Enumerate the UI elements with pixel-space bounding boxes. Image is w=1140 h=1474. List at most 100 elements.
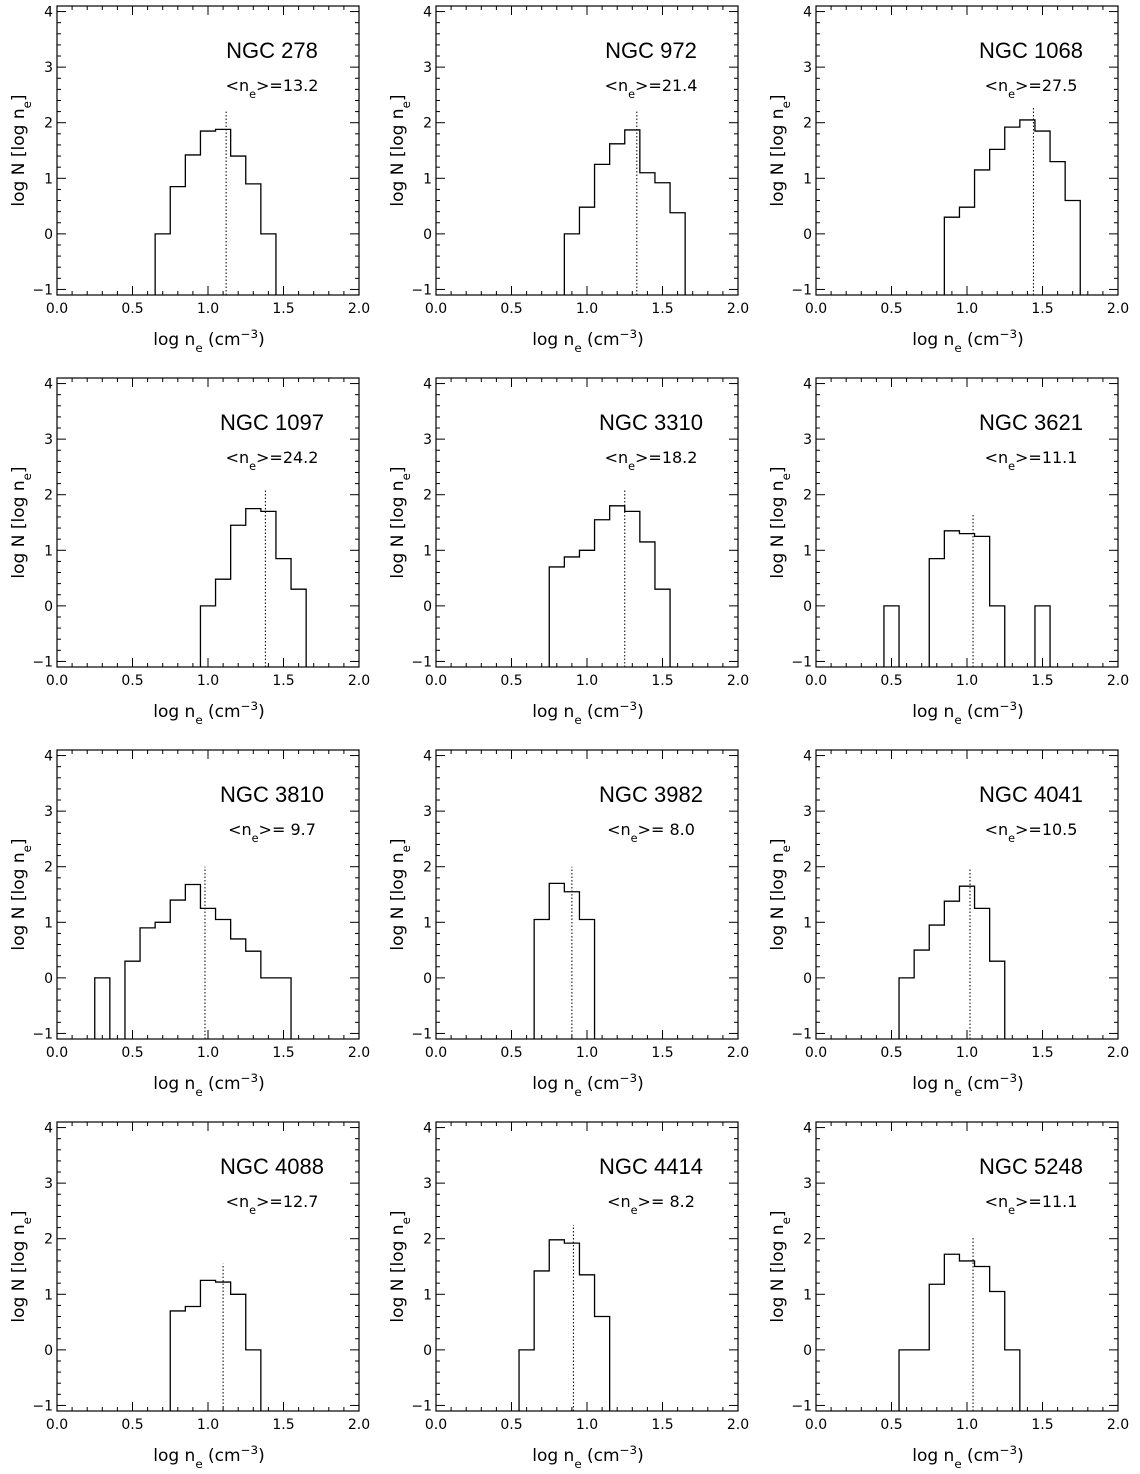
- y-tick-label: 0: [423, 971, 432, 987]
- histogram-bar: [140, 928, 155, 1039]
- y-tick-label: 3: [44, 60, 53, 76]
- x-tick-label: 1.0: [956, 1045, 978, 1061]
- histogram-bar: [595, 164, 610, 295]
- mean-density-label: <ne>=11.1: [985, 1192, 1078, 1217]
- y-tick-label: 3: [44, 432, 53, 448]
- x-axis-label: log ne (cm−3): [912, 327, 1024, 355]
- histogram-panel: 0.0 0.5 1.0 1.5 2.0 −1 0 1 2 3 4 log ne (cm−3) log N…: [768, 1121, 1129, 1471]
- histogram-panel: 0.0 0.5 1.0 1.5 2.0 −1 0 1 2 3 4 log ne (cm−3) log N…: [768, 5, 1129, 355]
- panel-title: NGC 3810: [220, 782, 324, 807]
- y-axis-label: log N [log ne]: [9, 466, 34, 578]
- histogram-outline: [94, 883, 292, 1039]
- x-tick-label: 0.5: [121, 673, 143, 689]
- histogram-bar: [625, 130, 640, 295]
- histogram-bar: [291, 589, 306, 667]
- x-tick-label: 1.0: [576, 1045, 598, 1061]
- y-tick-label: 0: [423, 599, 432, 615]
- x-tick-label: 0.0: [425, 1417, 447, 1433]
- histogram-bar: [564, 234, 579, 295]
- y-tick-label: 4: [44, 1121, 53, 1137]
- histogram-bar: [579, 207, 594, 295]
- histogram-bar: [944, 217, 959, 295]
- histogram-bar: [534, 1271, 549, 1411]
- y-tick-label: −1: [791, 654, 812, 670]
- x-tick-label: 2.0: [348, 1417, 370, 1433]
- histogram-bar: [990, 149, 1005, 295]
- histogram-bar: [95, 978, 110, 1039]
- y-axis-label: log N [log ne]: [768, 466, 793, 578]
- y-tick-label: −1: [791, 282, 812, 298]
- y-tick-label: 4: [803, 1121, 812, 1137]
- y-tick-label: 0: [44, 227, 53, 243]
- x-tick-label: 2.0: [727, 673, 749, 689]
- histogram-bar: [170, 900, 185, 1039]
- histogram-bar: [1020, 120, 1035, 295]
- histogram-bar: [899, 1350, 914, 1411]
- x-tick-label: 1.5: [651, 1045, 673, 1061]
- x-tick-label: 1.5: [651, 1417, 673, 1433]
- histogram-bar: [246, 509, 261, 667]
- y-tick-label: 4: [44, 5, 53, 21]
- histogram-bar: [200, 908, 215, 1039]
- x-axis-label: log ne (cm−3): [532, 327, 644, 355]
- y-tick-label: 4: [44, 377, 53, 393]
- histogram-bar: [185, 884, 200, 1039]
- histogram-outline: [548, 505, 671, 667]
- histogram-panel: 0.0 0.5 1.0 1.5 2.0 −1 0 1 2 3 4 log ne (cm−3) log N…: [9, 749, 370, 1099]
- y-tick-label: 3: [803, 1176, 812, 1192]
- y-tick-label: 2: [423, 488, 432, 504]
- x-axis-label: log ne (cm−3): [153, 1443, 265, 1471]
- panel-title: NGC 1068: [979, 38, 1083, 63]
- histogram-bar: [155, 234, 170, 295]
- histogram-panel: 0.0 0.5 1.0 1.5 2.0 −1 0 1 2 3 4 log ne (cm−3) log N…: [388, 377, 749, 727]
- histogram-bar: [990, 1292, 1005, 1411]
- x-tick-label: 2.0: [348, 301, 370, 317]
- histogram-outline: [154, 128, 277, 295]
- y-tick-label: 4: [423, 749, 432, 765]
- y-tick-label: 1: [44, 1287, 53, 1303]
- histogram-bar: [170, 1311, 185, 1411]
- x-axis-label: log ne (cm−3): [912, 1443, 1024, 1471]
- x-tick-label: 2.0: [727, 301, 749, 317]
- y-tick-label: 4: [423, 1121, 432, 1137]
- histogram-bar: [185, 1307, 200, 1411]
- histogram-bar: [549, 1240, 564, 1411]
- x-axis-label: log ne (cm−3): [153, 327, 265, 355]
- y-tick-label: −1: [32, 654, 53, 670]
- y-tick-label: 4: [44, 749, 53, 765]
- mean-density-label: <ne>=13.2: [226, 76, 319, 101]
- x-tick-label: 1.5: [1031, 301, 1053, 317]
- histogram-bar: [975, 1267, 990, 1412]
- y-tick-label: 0: [803, 599, 812, 615]
- y-tick-label: −1: [32, 1398, 53, 1414]
- x-tick-label: 0.5: [880, 1417, 902, 1433]
- histogram-bar: [519, 1350, 534, 1411]
- mean-density-label: <ne>= 8.2: [607, 1192, 695, 1217]
- histogram-outline: [199, 507, 307, 667]
- histogram-bar: [231, 1294, 246, 1411]
- y-tick-label: 4: [423, 5, 432, 21]
- histogram-bar: [216, 579, 231, 667]
- y-tick-label: 2: [423, 1232, 432, 1248]
- y-axis-label: log N [log ne]: [9, 838, 34, 950]
- y-tick-label: 3: [423, 1176, 432, 1192]
- histogram-panel: 0.0 0.5 1.0 1.5 2.0 −1 0 1 2 3 4 log ne (cm−3) log N…: [388, 1121, 749, 1471]
- x-tick-label: 1.0: [956, 301, 978, 317]
- panel-title: NGC 1097: [220, 410, 324, 435]
- x-tick-label: 1.0: [576, 1417, 598, 1433]
- y-tick-label: 1: [803, 171, 812, 187]
- histogram-bar: [276, 978, 291, 1039]
- x-tick-label: 2.0: [1107, 301, 1129, 317]
- histogram-panel: 0.0 0.5 1.0 1.5 2.0 −1 0 1 2 3 4 log ne (cm−3) log N…: [9, 377, 370, 727]
- y-tick-label: −1: [32, 1026, 53, 1042]
- y-tick-label: 2: [44, 116, 53, 132]
- histogram-bar: [975, 908, 990, 1039]
- x-tick-label: 0.0: [425, 673, 447, 689]
- histogram-bar: [929, 925, 944, 1039]
- panel-title: NGC 3621: [979, 410, 1083, 435]
- histogram-bar: [1035, 131, 1050, 295]
- x-axis-label: log ne (cm−3): [532, 699, 644, 727]
- x-tick-label: 0.0: [425, 301, 447, 317]
- x-tick-label: 1.5: [651, 301, 673, 317]
- y-tick-label: 0: [44, 599, 53, 615]
